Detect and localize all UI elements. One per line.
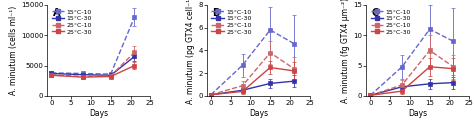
X-axis label: Days: Days	[249, 109, 268, 118]
Y-axis label: A. minutum (fg GTX4 μm⁻²): A. minutum (fg GTX4 μm⁻²)	[341, 0, 350, 103]
Y-axis label: A. minutum (pg GTX4 cell⁻¹): A. minutum (pg GTX4 cell⁻¹)	[186, 0, 195, 105]
X-axis label: Days: Days	[89, 109, 109, 118]
Text: B: B	[212, 8, 219, 18]
Y-axis label: A. minutum (cells ml⁻¹): A. minutum (cells ml⁻¹)	[9, 6, 18, 95]
Text: C: C	[372, 8, 379, 18]
Legend: 15°C-10, 15°C-30, 25°C-10, 25°C-30: 15°C-10, 15°C-30, 25°C-10, 25°C-30	[51, 8, 93, 36]
Legend: 15°C-10, 15°C-30, 25°C-10, 25°C-30: 15°C-10, 15°C-30, 25°C-10, 25°C-30	[210, 8, 253, 36]
Legend: 15°C-10, 15°C-30, 25°C-10, 25°C-30: 15°C-10, 15°C-30, 25°C-10, 25°C-30	[370, 8, 412, 36]
X-axis label: Days: Days	[408, 109, 428, 118]
Text: A: A	[53, 8, 60, 18]
